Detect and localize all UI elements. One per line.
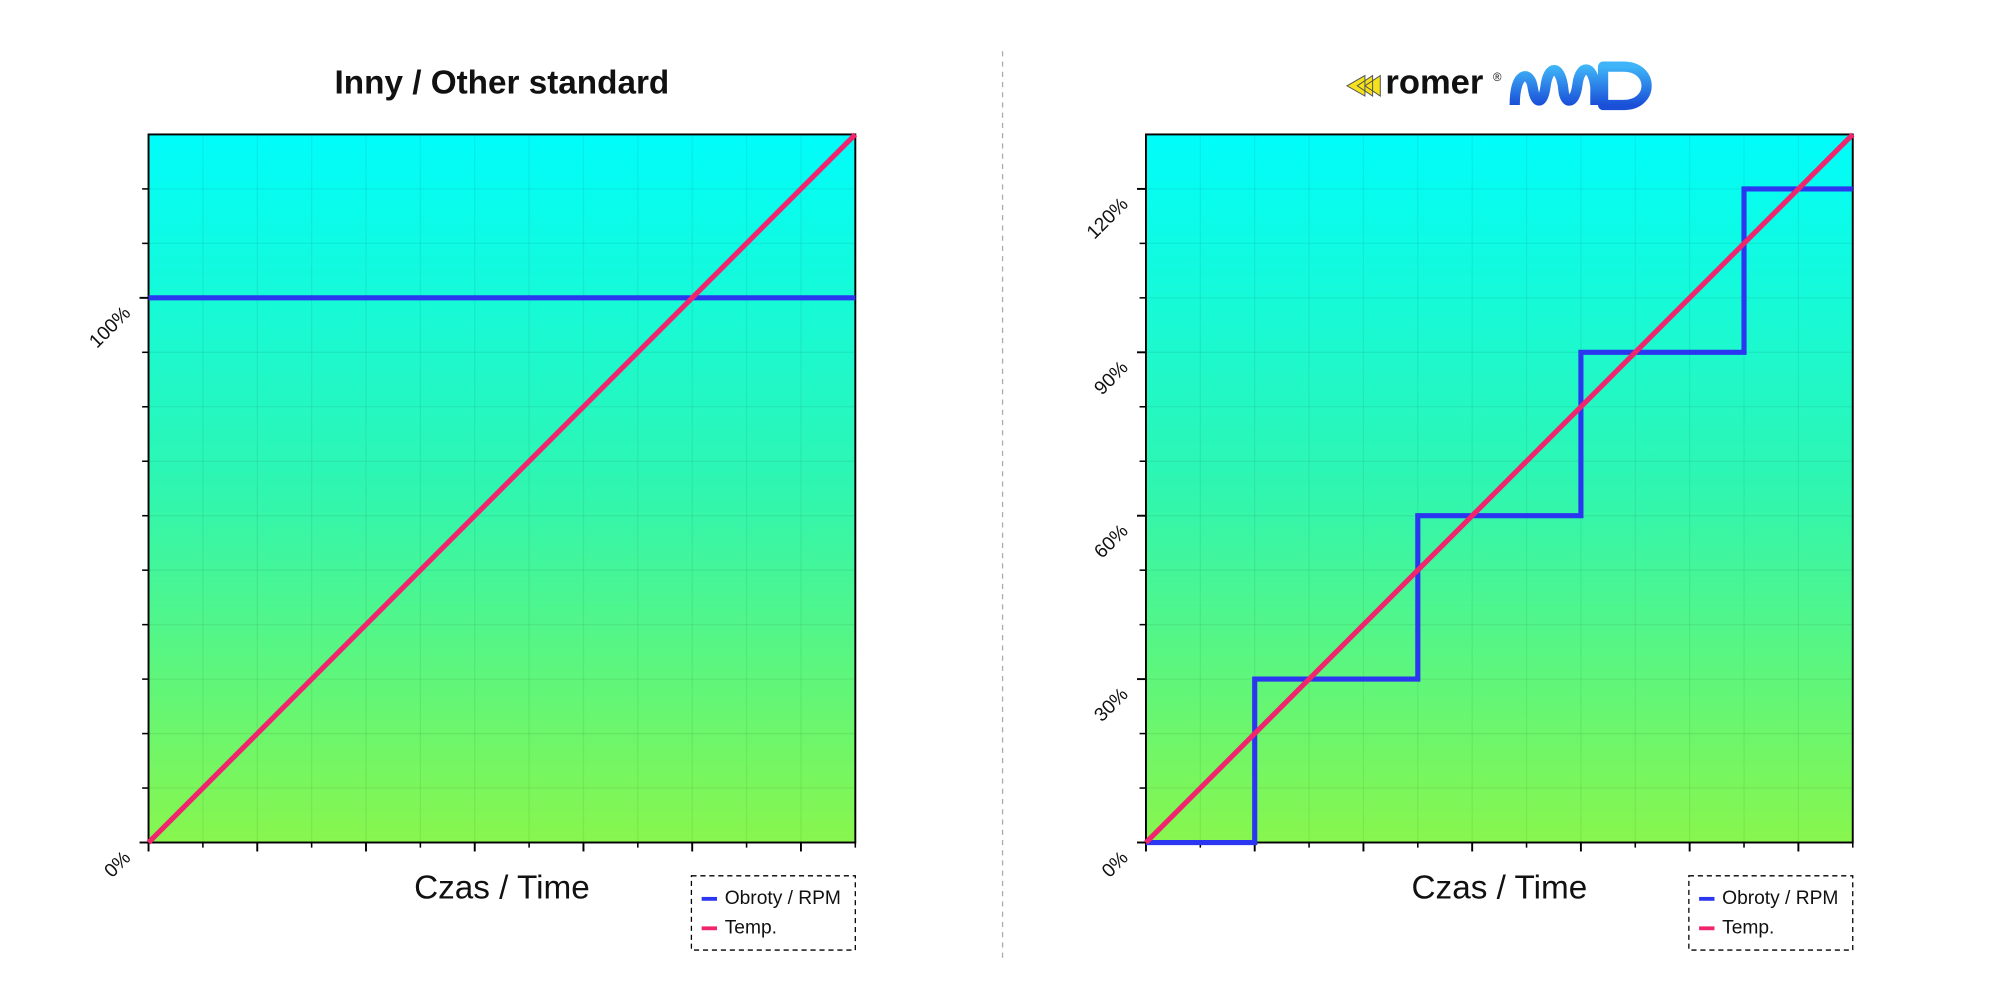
chart-title: romer [1385, 64, 1483, 102]
series-line [1144, 132, 1855, 845]
y-tick-label: 30% [1091, 684, 1133, 726]
registered-mark: ® [1493, 72, 1502, 84]
chart-title: Inny / Other standard [335, 64, 670, 101]
legend-label: Obroty / RPM [1722, 888, 1838, 909]
y-tick-label: 0% [101, 848, 135, 882]
y-tick-label: 120% [1083, 194, 1133, 244]
legend-label: Obroty / RPM [725, 888, 841, 909]
logo: ® [1345, 61, 1652, 111]
legend-label: Temp. [1722, 917, 1774, 938]
plot-frame [147, 133, 857, 844]
y-tick-label: 60% [1091, 521, 1133, 563]
plot-frame [1145, 133, 1854, 844]
legend-label: Temp. [725, 917, 777, 938]
legend-box [1688, 875, 1854, 951]
legend-box [690, 875, 856, 951]
x-axis-label: Czas / Time [414, 870, 590, 907]
y-tick-label: 0% [1098, 848, 1132, 882]
y-tick-label: 90% [1091, 357, 1133, 399]
x-axis-label: Czas / Time [1412, 870, 1588, 907]
y-tick-label: 100% [86, 303, 136, 353]
series-line [1145, 186, 1853, 846]
series-line [146, 132, 858, 845]
